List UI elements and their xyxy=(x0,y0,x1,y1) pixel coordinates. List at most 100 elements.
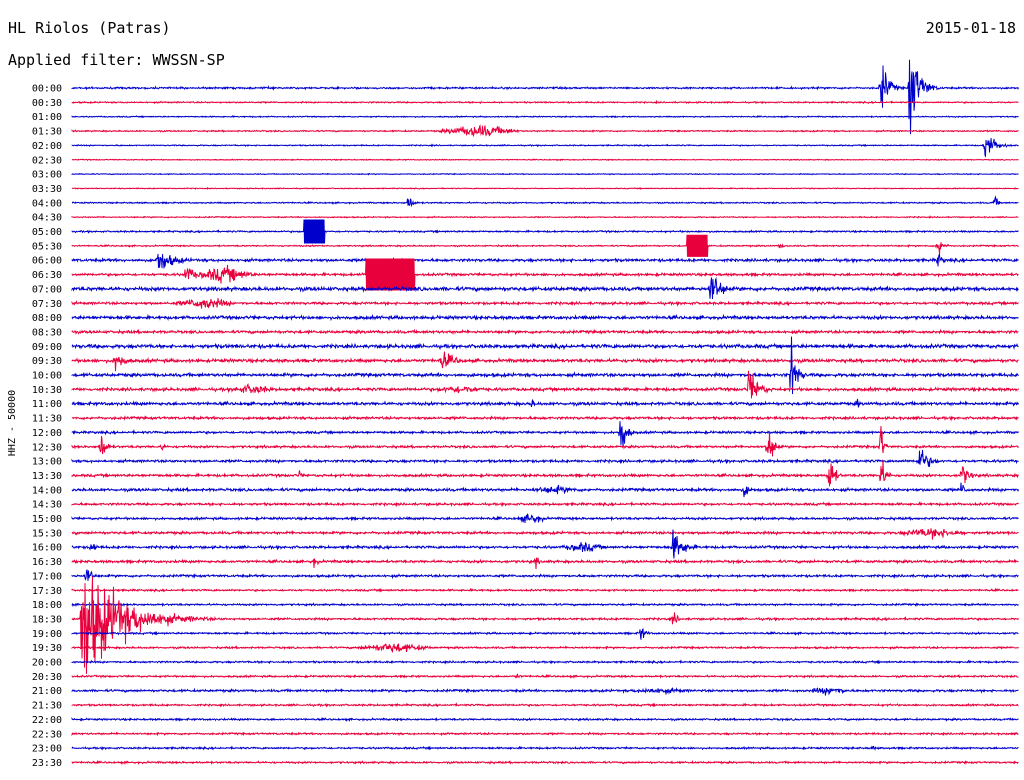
trace-1530 xyxy=(71,528,1019,540)
tick-label: 07:30 xyxy=(32,299,62,310)
tick-label: 11:30 xyxy=(32,414,62,425)
tick-label: 02:00 xyxy=(32,141,62,152)
trace-1700 xyxy=(71,569,1019,581)
tick-label: 05:00 xyxy=(32,227,62,238)
trace-1300 xyxy=(71,449,1019,467)
tick-label: 10:00 xyxy=(32,371,62,382)
tick-label: 21:30 xyxy=(32,701,62,712)
tick-label-group: 00:00 00:30 01:00 01:30 02:00 02:30 03:00 03:30… xyxy=(32,84,62,769)
tick-label: 03:30 xyxy=(32,184,62,195)
tick-label: 15:00 xyxy=(32,514,62,525)
tick-label: 20:00 xyxy=(32,658,62,669)
tick-label: 19:00 xyxy=(32,629,62,640)
trace-1330 xyxy=(71,459,1019,487)
tick-label: 06:00 xyxy=(32,256,62,267)
trace-0400 xyxy=(71,195,1019,208)
tick-label: 17:30 xyxy=(32,586,62,597)
trace-1400 xyxy=(71,482,1019,498)
trace-0800 xyxy=(71,313,1019,322)
tick-label: 16:00 xyxy=(32,543,62,554)
trace-0130 xyxy=(71,124,1019,138)
trace-1900 xyxy=(71,627,1019,640)
trace-1630 xyxy=(71,557,1019,570)
date-label: 2015-01-18 xyxy=(925,19,1016,37)
tick-label: 14:30 xyxy=(32,500,62,511)
trace-group xyxy=(71,59,1019,766)
trace-0700 xyxy=(71,276,1019,300)
trace-0300 xyxy=(71,172,1019,176)
tick-label: 19:30 xyxy=(32,643,62,654)
trace-1930 xyxy=(71,643,1019,653)
trace-0230 xyxy=(72,158,1019,162)
station-title: HL Riolos (Patras) xyxy=(8,19,171,37)
tick-label: 10:30 xyxy=(32,385,62,396)
tick-label: 21:00 xyxy=(32,686,62,697)
trace-0430 xyxy=(71,215,1019,219)
trace-2000 xyxy=(71,659,1019,665)
tick-label: 12:00 xyxy=(32,428,62,439)
tick-label: 20:30 xyxy=(32,672,62,683)
tick-label: 17:00 xyxy=(32,571,62,582)
trace-2030 xyxy=(71,673,1019,680)
tick-label: 11:00 xyxy=(32,399,62,410)
y-axis-label: HHZ - 50000 xyxy=(7,390,18,456)
trace-1130 xyxy=(71,414,1019,422)
trace-2200 xyxy=(71,716,1019,723)
tick-label: 09:00 xyxy=(32,342,62,353)
tick-label: 04:00 xyxy=(32,198,62,209)
tick-label: 18:30 xyxy=(32,614,62,625)
trace-0630 xyxy=(71,258,1019,291)
tick-label: 00:30 xyxy=(32,98,62,109)
tick-label: 00:00 xyxy=(32,84,62,95)
tick-label: 18:00 xyxy=(32,600,62,611)
trace-1830 xyxy=(71,576,1019,674)
tick-label: 01:30 xyxy=(32,127,62,138)
tick-label: 13:30 xyxy=(32,471,62,482)
trace-1000 xyxy=(71,336,1019,395)
trace-2100 xyxy=(71,686,1019,696)
trace-0330 xyxy=(71,186,1019,190)
trace-0600 xyxy=(71,253,1019,269)
tick-label: 16:30 xyxy=(32,557,62,568)
tick-label: 14:00 xyxy=(32,485,62,496)
trace-1800 xyxy=(71,601,1019,608)
trace-1730 xyxy=(71,587,1019,593)
trace-0730 xyxy=(71,298,1019,309)
tick-label: 03:00 xyxy=(32,170,62,181)
trace-0500 xyxy=(71,219,1019,244)
tick-label: 08:00 xyxy=(32,313,62,324)
filter-label: Applied filter: WWSSN-SP xyxy=(8,51,225,69)
trace-2130 xyxy=(71,702,1019,708)
tick-label: 06:30 xyxy=(32,270,62,281)
trace-1430 xyxy=(71,500,1019,508)
trace-0930 xyxy=(71,351,1019,372)
tick-label: 23:00 xyxy=(32,744,62,755)
trace-0200 xyxy=(71,138,1019,158)
trace-0830 xyxy=(71,328,1019,336)
tick-label: 23:30 xyxy=(32,758,62,769)
trace-0900 xyxy=(71,342,1019,351)
tick-label: 22:00 xyxy=(32,715,62,726)
trace-0030 xyxy=(71,99,1019,105)
tick-label: 15:30 xyxy=(32,528,62,539)
trace-2300 xyxy=(71,745,1019,751)
tick-label: 04:30 xyxy=(32,213,62,224)
tick-label: 02:30 xyxy=(32,155,62,166)
tick-label: 13:00 xyxy=(32,457,62,468)
tick-label: 01:00 xyxy=(32,112,62,123)
trace-1600 xyxy=(71,529,1019,559)
trace-2230 xyxy=(71,731,1019,737)
trace-1100 xyxy=(71,398,1019,408)
tick-label: 22:30 xyxy=(32,729,62,740)
trace-0530 xyxy=(71,234,1019,257)
tick-label: 12:30 xyxy=(32,442,62,453)
tick-label: 09:30 xyxy=(32,356,62,367)
tick-label: 05:30 xyxy=(32,241,62,252)
trace-0100 xyxy=(71,115,1019,119)
trace-1230 xyxy=(71,425,1019,457)
trace-1200 xyxy=(71,421,1019,447)
tick-label: 08:30 xyxy=(32,327,62,338)
trace-1030 xyxy=(71,370,1019,399)
trace-1500 xyxy=(71,513,1019,523)
